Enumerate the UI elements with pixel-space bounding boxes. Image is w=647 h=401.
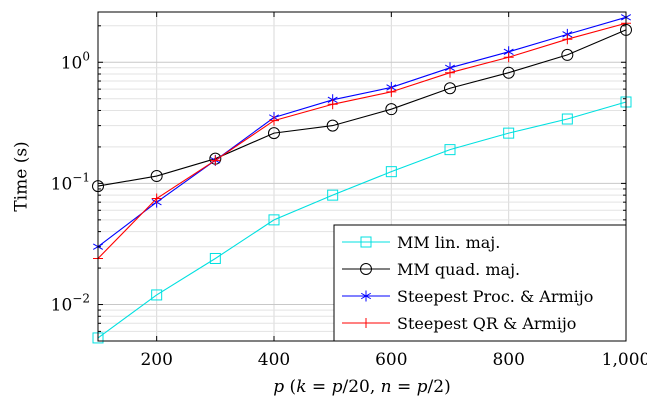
data-point: [151, 193, 162, 204]
data-point: [502, 66, 515, 79]
data-point: [445, 67, 455, 78]
legend-item: MM quad. maj.: [342, 260, 520, 279]
x-tick-label: 600: [375, 350, 407, 370]
y-tick-label: 100: [61, 49, 90, 73]
y-axis-label: Time (s): [12, 141, 32, 211]
data-point: [151, 289, 163, 301]
data-point: [562, 34, 573, 45]
legend-marker: [360, 290, 372, 302]
legend-label: Steepest Proc. & Armijo: [397, 287, 593, 306]
data-point: [503, 52, 514, 63]
legend-item: Steepest QR & Armijo: [342, 314, 576, 333]
series-line: [97, 101, 627, 339]
x-tick-label: 400: [258, 350, 290, 370]
data-point: [268, 127, 280, 140]
data-point: [385, 166, 397, 178]
data-point: [386, 86, 397, 97]
series-line: [97, 22, 627, 259]
data-point: [444, 144, 456, 156]
data-point: [209, 252, 221, 264]
x-tick-label: 800: [492, 350, 524, 370]
x-tick-label: 1,000: [602, 350, 647, 370]
legend-item: Steepest Proc. & Armijo: [342, 287, 593, 306]
y-tick-label: 10−1: [51, 170, 90, 194]
legend-box: [333, 224, 627, 342]
data-point: [327, 99, 338, 110]
series-1: [92, 23, 632, 193]
series-0: [92, 96, 632, 344]
legend-label: Steepest QR & Armijo: [397, 314, 576, 333]
data-point: [503, 127, 515, 139]
series-line: [97, 16, 627, 248]
legend-label: MM quad. maj.: [397, 260, 520, 279]
legend-item: MM lin. maj.: [342, 233, 500, 252]
data-point: [210, 155, 221, 166]
data-point: [150, 170, 163, 183]
data-point: [385, 103, 398, 116]
legend: MM lin. maj. MM quad. maj. Steepest Proc. …: [333, 224, 627, 342]
legend-label: MM lin. maj.: [397, 233, 500, 252]
data-point: [561, 48, 574, 61]
series-layer: [92, 11, 632, 344]
data-point: [327, 189, 339, 201]
x-tick-label: 200: [140, 350, 172, 370]
data-point: [561, 113, 573, 125]
legend-marker: [360, 236, 372, 248]
legend-marker: [361, 318, 371, 328]
data-point: [268, 214, 280, 226]
data-point: [444, 82, 456, 95]
x-axis-label: p (k = p/20, n = p/2): [273, 377, 450, 397]
series-line: [97, 29, 627, 187]
data-point: [326, 119, 339, 132]
series-2: [92, 11, 632, 253]
legend-marker: [360, 263, 372, 275]
y-tick-label: 10−2: [51, 292, 90, 316]
data-point: [269, 115, 279, 126]
